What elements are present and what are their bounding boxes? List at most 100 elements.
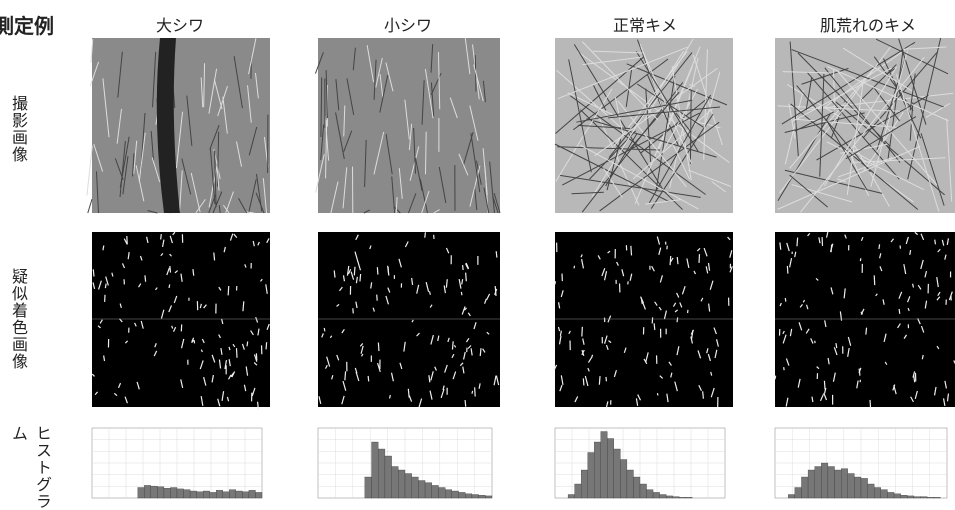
texture [785,298,786,302]
texture [879,244,880,249]
histogram-bar [673,497,680,498]
histogram-bar [229,490,236,498]
texture [243,301,244,311]
histogram-bar [164,488,171,498]
texture [425,232,426,237]
histogram-bar [138,488,145,499]
histogram-bar [485,496,492,498]
histogram-bar [868,484,875,498]
histogram-bar [568,495,575,499]
texture [145,275,146,281]
texture [496,251,497,257]
texture [345,371,346,380]
histogram-bar [242,492,249,498]
column-header: 大シワ [80,12,280,36]
histogram-bar [378,449,385,498]
histogram-bar [801,477,808,498]
histogram-bar [151,486,158,498]
histogram-bar [808,470,815,498]
texture [377,267,378,274]
texture [495,286,496,296]
histogram-bar [372,442,379,498]
histogram-bar [459,492,466,498]
histogram-bar [660,495,667,499]
texture [354,267,355,276]
texture [654,323,655,330]
histogram-bar [184,490,191,498]
texture [922,355,923,359]
histogram-bar [874,488,881,499]
texture [475,387,476,396]
texture [452,341,453,349]
histogram-bar [465,494,472,498]
texture [378,343,379,351]
histogram-bar [881,490,888,498]
histogram-bar [901,495,908,498]
histogram-bar [640,484,647,498]
texture [258,402,259,410]
column-header: 小シワ [308,12,508,36]
texture [599,376,600,385]
histogram-bar [907,496,914,498]
histogram-bar [821,463,828,498]
histogram-bar [197,492,204,498]
texture [910,250,911,255]
histogram-bar [887,492,894,498]
histogram-bar [815,467,822,499]
texture [463,265,464,270]
histogram-bar [686,497,693,498]
figure [0,0,955,510]
histogram-bar [190,491,197,498]
texture [775,376,776,380]
histogram-bar [795,488,802,499]
histogram-bar [841,469,848,498]
texture [836,343,837,348]
page: 測定例 大シワ 小シワ 正常キメ 肌荒れのキメ 撮影画像 疑似着色画像 ヒストグ… [0,0,955,510]
histogram-bar [848,474,855,499]
histogram-bar [445,490,452,498]
texture [169,284,170,288]
histogram-bar [914,497,921,498]
histogram-bar [398,470,405,498]
histogram-bar [934,497,941,498]
texture [631,246,632,256]
texture [105,284,106,289]
histogram-bar [236,491,243,498]
histogram-bar [633,477,640,498]
histogram-bar [894,494,901,498]
histogram-bar [385,456,392,498]
histogram-bar [405,474,412,499]
histogram-bar [438,488,445,499]
histogram-bar [472,495,479,499]
histogram-bar [177,489,184,498]
texture [87,146,92,196]
texture [247,341,248,346]
title: 測定例 [0,10,54,39]
texture [874,275,875,285]
pseudo-image [318,232,500,407]
histogram-bar [627,470,634,498]
histogram-bar [835,470,842,498]
histogram-bar [418,481,425,499]
histogram-bar [365,477,372,498]
histogram-bar [921,497,928,498]
texture [88,199,92,213]
row-label: ヒストグラム [6,425,54,510]
texture [324,328,325,331]
texture [670,256,671,265]
column-header: 肌荒れのキメ [768,12,955,36]
column-header: 正常キメ [545,12,745,36]
texture [228,286,229,295]
histogram-bar [223,492,230,498]
histogram-bar [828,467,835,499]
histogram-bar [575,484,582,498]
histogram-bar [479,495,486,498]
histogram-bar [666,496,673,498]
texture [193,269,194,276]
row-label: 撮影画像 [6,95,30,163]
histogram-bar [601,432,608,499]
texture [334,270,335,277]
texture [677,257,678,264]
texture [390,395,391,398]
texture [860,258,861,261]
